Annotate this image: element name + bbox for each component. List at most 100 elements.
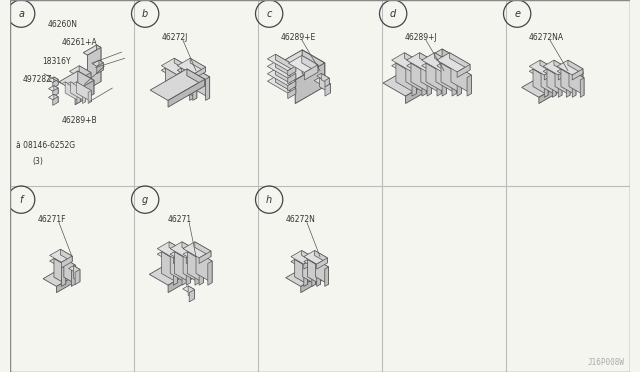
Polygon shape [268,54,296,71]
Polygon shape [199,261,204,285]
Polygon shape [325,84,330,96]
Text: â 08146-6252G: â 08146-6252G [16,141,76,150]
Polygon shape [52,97,58,105]
Polygon shape [383,49,465,96]
Polygon shape [83,45,101,55]
Polygon shape [401,63,426,77]
Text: 46289+B: 46289+B [62,116,98,125]
Polygon shape [288,73,296,84]
Polygon shape [317,267,321,286]
Polygon shape [208,261,212,285]
Polygon shape [275,77,296,94]
Polygon shape [166,252,186,263]
Polygon shape [291,260,308,269]
Polygon shape [52,79,58,88]
Polygon shape [190,58,205,72]
Text: e: e [514,9,520,19]
Polygon shape [173,261,178,285]
Text: f: f [19,195,23,205]
Polygon shape [183,252,204,263]
Polygon shape [183,252,199,283]
Polygon shape [49,86,58,91]
Polygon shape [157,252,178,263]
Polygon shape [421,63,441,94]
Polygon shape [289,55,318,73]
Polygon shape [192,252,212,263]
Polygon shape [442,64,455,77]
Polygon shape [533,69,548,95]
Polygon shape [314,250,328,263]
Polygon shape [74,266,80,282]
Polygon shape [543,69,562,80]
Polygon shape [312,263,326,278]
Polygon shape [49,77,58,83]
Polygon shape [312,260,328,269]
Polygon shape [547,69,562,95]
Polygon shape [196,252,212,283]
Polygon shape [406,63,431,77]
Polygon shape [538,69,556,80]
Text: 46271: 46271 [168,215,191,224]
Text: 46289+E: 46289+E [280,33,316,42]
Polygon shape [62,82,80,92]
Polygon shape [49,94,58,100]
Polygon shape [436,63,456,94]
Polygon shape [275,69,296,86]
Polygon shape [417,63,441,77]
Polygon shape [288,88,296,99]
Text: (3): (3) [32,157,43,166]
Polygon shape [299,260,316,269]
Polygon shape [273,50,324,80]
Polygon shape [170,242,198,258]
Polygon shape [60,259,76,268]
Polygon shape [149,250,210,285]
Polygon shape [189,77,194,100]
Polygon shape [193,77,197,100]
Polygon shape [302,55,318,72]
Polygon shape [540,60,555,74]
Polygon shape [304,258,314,269]
Polygon shape [568,60,583,74]
Polygon shape [157,242,185,258]
Polygon shape [441,63,461,94]
Polygon shape [294,260,308,284]
Polygon shape [177,67,189,79]
Polygon shape [392,63,417,77]
Polygon shape [268,69,296,86]
Polygon shape [572,69,583,80]
Polygon shape [193,67,205,79]
Polygon shape [183,286,195,293]
Polygon shape [316,260,328,284]
Polygon shape [161,58,189,74]
Polygon shape [557,69,576,80]
Polygon shape [450,53,470,70]
Polygon shape [541,69,556,95]
Polygon shape [325,78,329,87]
Polygon shape [189,289,195,302]
Polygon shape [50,259,66,268]
Polygon shape [427,75,431,96]
Polygon shape [544,78,548,97]
Polygon shape [305,65,318,80]
Polygon shape [422,53,455,72]
Polygon shape [295,63,324,103]
Polygon shape [303,260,316,284]
Polygon shape [179,68,194,98]
Polygon shape [275,54,296,71]
Polygon shape [195,261,199,285]
Polygon shape [301,250,314,263]
Polygon shape [52,88,58,97]
Polygon shape [427,64,440,77]
Polygon shape [268,77,296,93]
Polygon shape [572,78,576,97]
Polygon shape [467,75,471,96]
Polygon shape [97,62,103,74]
Polygon shape [551,69,570,80]
Polygon shape [566,62,583,78]
Polygon shape [558,69,569,80]
Polygon shape [77,90,80,103]
Polygon shape [552,78,556,97]
Polygon shape [422,75,426,96]
Polygon shape [406,53,440,72]
Polygon shape [65,82,80,102]
